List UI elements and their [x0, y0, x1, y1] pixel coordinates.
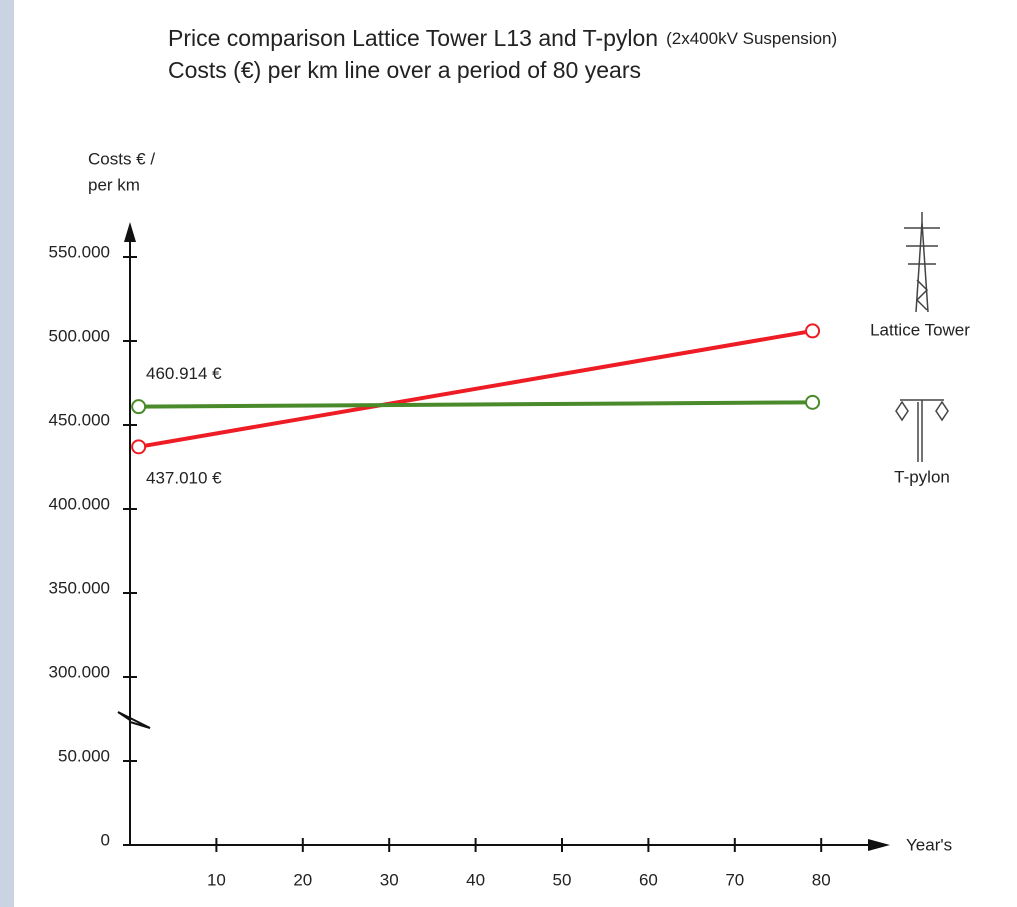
axes	[117, 232, 870, 846]
point	[805, 394, 821, 410]
value-label: 460.914 €	[146, 364, 222, 383]
background-edge	[0, 0, 14, 907]
y-tick-label: 550.000	[49, 242, 110, 261]
y-axis-label: per km	[88, 175, 140, 194]
title-note: (2x400kV Suspension)	[666, 29, 837, 48]
x-tick-label: 80	[812, 870, 831, 889]
y-tick-label: 0	[101, 830, 110, 849]
x-tick-label: 70	[725, 870, 744, 889]
point	[131, 439, 147, 455]
y-tick-label: 500.000	[49, 326, 110, 345]
lattice-icon	[904, 212, 940, 313]
y-tick-label: 400.000	[49, 494, 110, 513]
legend-label: T-pylon	[894, 467, 950, 486]
y-tick-label: 300.000	[49, 662, 110, 681]
y-tick-label: 450.000	[49, 410, 110, 429]
x-axis-label: Year's	[906, 835, 952, 854]
chart-subtitle: Costs (€) per km line over a period of 8…	[168, 57, 641, 83]
x-tick-label: 50	[553, 870, 572, 889]
y-arrow	[124, 222, 136, 242]
legend-label: Lattice Tower	[870, 320, 970, 339]
chart-title: Price comparison Lattice Tower L13 and T…	[168, 25, 837, 51]
title-main: Price comparison Lattice Tower L13 and T…	[168, 25, 658, 51]
y-axis-label: Costs € /	[88, 149, 155, 168]
x-tick-label: 20	[293, 870, 312, 889]
line	[138, 400, 813, 409]
y-tick-label: 50.000	[58, 746, 110, 765]
y-tick-label: 350.000	[49, 578, 110, 597]
x-tick-label: 30	[380, 870, 399, 889]
line	[138, 328, 813, 449]
x-tick-label: 60	[639, 870, 658, 889]
point	[805, 323, 821, 339]
y-axis	[117, 232, 151, 845]
point	[131, 399, 147, 415]
x-tick-label: 10	[207, 870, 226, 889]
t-pylon-icon	[895, 399, 949, 462]
x-arrow	[868, 839, 890, 851]
x-tick-label: 40	[466, 870, 485, 889]
value-label: 437.010 €	[146, 468, 222, 487]
